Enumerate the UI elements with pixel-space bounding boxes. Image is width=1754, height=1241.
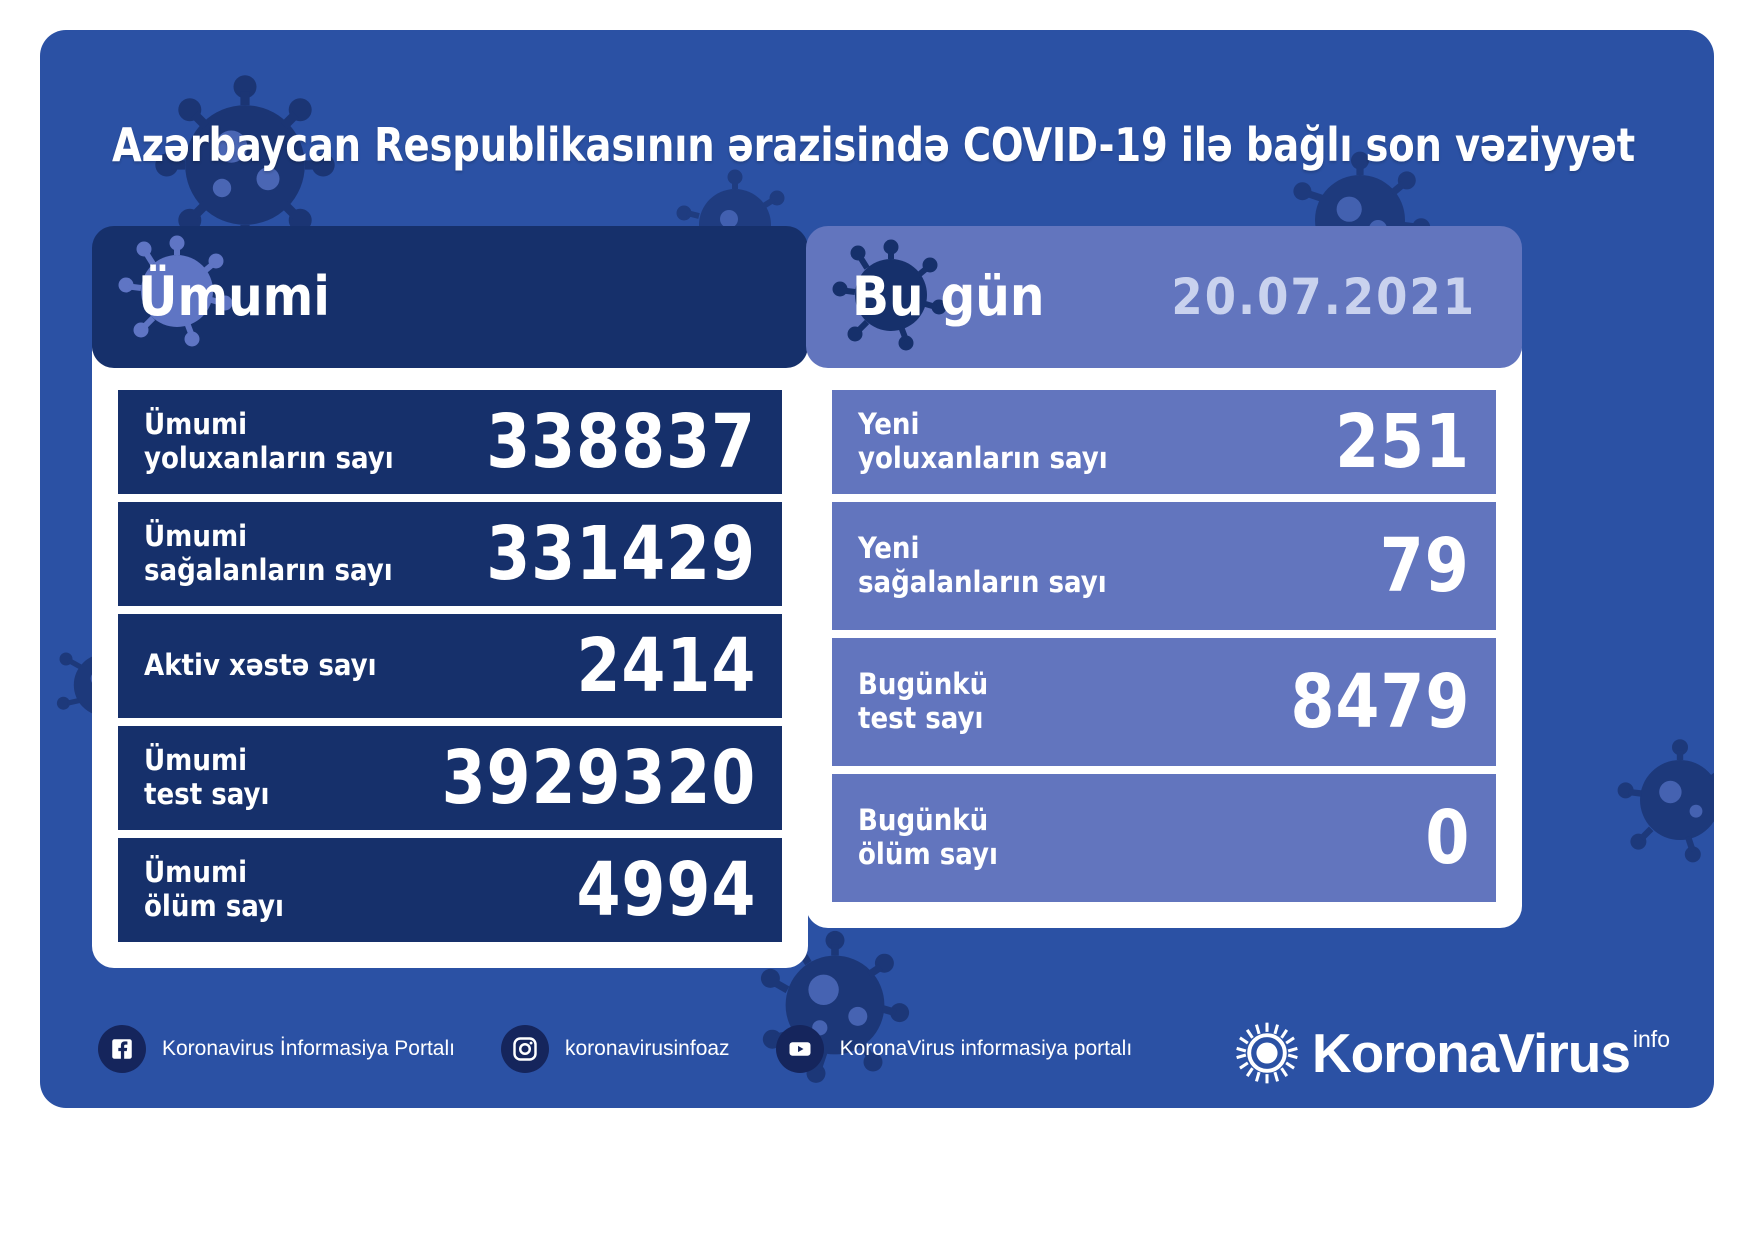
row-label: Ümumi yoluxanların sayı bbox=[144, 407, 394, 475]
instagram-icon bbox=[500, 1025, 549, 1073]
table-row: Aktiv xəstə sayı 2414 bbox=[118, 614, 782, 718]
page-title: Azərbaycan Respublikasının ərazisində CO… bbox=[112, 118, 1635, 172]
panel-total: Ümumi Ümumi yoluxanların sayı 338837 Ümu… bbox=[92, 226, 808, 968]
row-value: 331429 bbox=[486, 511, 756, 597]
panel-today-title: Bu gün bbox=[852, 265, 1045, 328]
row-value: 251 bbox=[1335, 399, 1470, 485]
row-value: 3929320 bbox=[441, 735, 756, 821]
panel-today: Bu gün 20.07.2021 Yeni yoluxanların sayı… bbox=[806, 226, 1522, 928]
social-label: Koronavirus İnformasiya Portalı bbox=[162, 1037, 455, 1060]
table-row: Ümumi sağalanların sayı 331429 bbox=[118, 502, 782, 606]
row-label: Yeni sağalanların sayı bbox=[858, 531, 1107, 599]
panel-today-body: Yeni yoluxanların sayı 251 Yeni sağalanl… bbox=[806, 330, 1522, 928]
row-value: 0 bbox=[1425, 795, 1470, 881]
table-row: Yeni sağalanların sayı 79 bbox=[832, 502, 1496, 630]
panel-total-body: Ümumi yoluxanların sayı 338837 Ümumi sağ… bbox=[92, 330, 808, 968]
row-label: Ümumi test sayı bbox=[144, 743, 270, 811]
panel-today-header: Bu gün 20.07.2021 bbox=[806, 226, 1522, 368]
youtube-icon bbox=[775, 1025, 824, 1073]
brand-name: KoronaVirus bbox=[1311, 1021, 1631, 1084]
social-label: koronavirusinfoaz bbox=[564, 1037, 730, 1060]
row-value: 4994 bbox=[576, 847, 756, 933]
row-label: Ümumi ölüm sayı bbox=[144, 855, 284, 923]
row-label: Aktiv xəstə sayı bbox=[144, 648, 377, 683]
table-row: Ümumi yoluxanların sayı 338837 bbox=[118, 390, 782, 494]
row-label: Yeni yoluxanların sayı bbox=[858, 407, 1108, 475]
panel-today-date: 20.07.2021 bbox=[1171, 268, 1476, 326]
virus-decoration bbox=[1600, 720, 1714, 880]
facebook-icon bbox=[98, 1025, 146, 1073]
virus-sun-icon bbox=[1234, 1020, 1300, 1086]
table-row: Ümumi ölüm sayı 4994 bbox=[118, 838, 782, 942]
row-value: 8479 bbox=[1290, 659, 1470, 745]
panel-total-header: Ümumi bbox=[92, 226, 808, 368]
table-row: Bugünkü test sayı 8479 bbox=[832, 638, 1496, 766]
social-label: KoronaVirus informasiya portalı bbox=[839, 1037, 1133, 1060]
brand-logo[interactable]: KoronaVirus info bbox=[1234, 1020, 1670, 1086]
table-row: Yeni yoluxanların sayı 251 bbox=[832, 390, 1496, 494]
row-label: Bugünkü ölüm sayı bbox=[858, 803, 998, 871]
panel-total-title: Ümumi bbox=[138, 265, 330, 328]
row-label: Bugünkü test sayı bbox=[858, 667, 989, 735]
row-value: 2414 bbox=[576, 623, 756, 709]
table-row: Ümumi test sayı 3929320 bbox=[118, 726, 782, 830]
footer: Koronavirus İnformasiya Portalı koronavi… bbox=[40, 990, 1714, 1108]
brand-suffix: info bbox=[1632, 1026, 1670, 1052]
table-row: Bugünkü ölüm sayı 0 bbox=[832, 774, 1496, 902]
social-link-facebook[interactable]: Koronavirus İnformasiya Portalı bbox=[98, 1025, 455, 1073]
social-link-instagram[interactable]: koronavirusinfoaz bbox=[500, 1025, 730, 1073]
row-value: 338837 bbox=[486, 399, 756, 485]
row-value: 79 bbox=[1380, 523, 1470, 609]
row-label: Ümumi sağalanların sayı bbox=[144, 519, 393, 587]
main-card: Azərbaycan Respublikasının ərazisində CO… bbox=[40, 30, 1714, 1108]
social-link-youtube[interactable]: KoronaVirus informasiya portalı bbox=[775, 1025, 1133, 1073]
